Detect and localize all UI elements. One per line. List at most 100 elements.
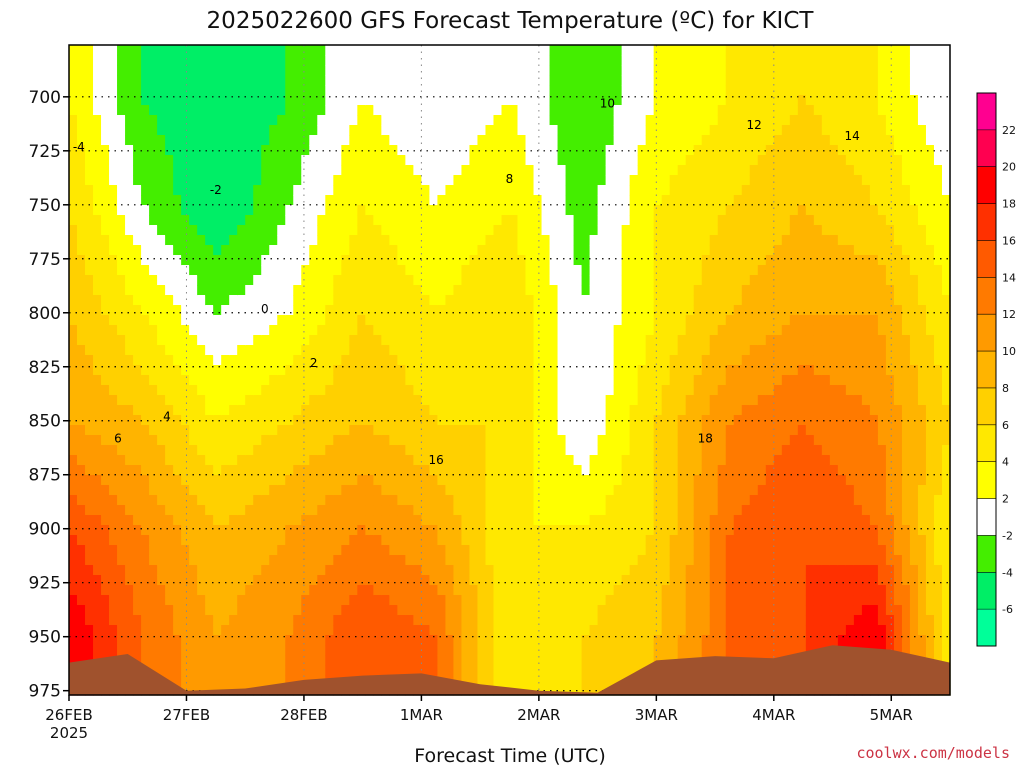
field-cell bbox=[501, 105, 511, 116]
field-cell bbox=[269, 295, 278, 306]
field-cell bbox=[637, 255, 647, 266]
field-cell bbox=[341, 295, 350, 306]
field-cell bbox=[645, 335, 655, 346]
field-cell bbox=[357, 585, 366, 596]
field-cell bbox=[261, 525, 270, 536]
field-cell bbox=[341, 55, 350, 66]
field-cell bbox=[205, 645, 214, 656]
field-cell bbox=[653, 235, 663, 246]
field-cell bbox=[661, 545, 671, 556]
field-cell bbox=[629, 235, 639, 246]
field-cell bbox=[173, 615, 182, 626]
field-cell bbox=[293, 655, 302, 666]
field-cell bbox=[469, 195, 479, 206]
field-cell bbox=[389, 65, 398, 76]
field-cell bbox=[621, 555, 631, 566]
field-cell bbox=[253, 615, 262, 626]
field-cell bbox=[101, 635, 110, 646]
field-cell bbox=[253, 125, 262, 136]
field-cell bbox=[173, 475, 182, 486]
field-cell bbox=[245, 485, 254, 496]
field-cell bbox=[157, 225, 166, 236]
field-cell bbox=[285, 605, 294, 616]
field-cell bbox=[285, 345, 294, 356]
field-cell bbox=[93, 515, 102, 526]
field-cell bbox=[301, 355, 310, 366]
field-cell bbox=[485, 435, 495, 446]
field-cell bbox=[109, 155, 118, 166]
field-cell bbox=[677, 505, 687, 516]
field-cell bbox=[213, 175, 222, 186]
field-cell bbox=[277, 575, 286, 586]
field-cell bbox=[261, 505, 270, 516]
field-cell bbox=[117, 295, 126, 306]
field-cell bbox=[669, 135, 679, 146]
field-cell bbox=[573, 295, 583, 306]
field-cell bbox=[293, 315, 302, 326]
field-cell bbox=[517, 205, 527, 216]
field-cell bbox=[581, 395, 591, 406]
field-cell bbox=[165, 395, 174, 406]
field-cell bbox=[589, 345, 599, 356]
field-cell bbox=[357, 395, 366, 406]
field-cell bbox=[381, 555, 390, 566]
field-cell bbox=[141, 445, 150, 456]
field-cell bbox=[165, 505, 174, 516]
field-cell bbox=[613, 565, 623, 576]
field-cell bbox=[525, 295, 535, 306]
field-cell bbox=[269, 625, 278, 636]
field-cell bbox=[309, 245, 318, 256]
field-cell bbox=[501, 95, 511, 106]
field-cell bbox=[485, 205, 495, 216]
field-cell bbox=[253, 665, 262, 676]
field-cell bbox=[501, 365, 511, 376]
field-cell bbox=[173, 345, 182, 356]
field-cell bbox=[621, 185, 631, 196]
field-cell bbox=[325, 335, 334, 346]
field-cell bbox=[453, 505, 463, 516]
field-cell bbox=[181, 115, 190, 126]
field-cell bbox=[573, 485, 583, 496]
field-cell bbox=[205, 515, 214, 526]
field-cell bbox=[581, 275, 591, 286]
field-cell bbox=[173, 325, 182, 336]
field-cell bbox=[317, 125, 326, 136]
field-cell bbox=[597, 295, 607, 306]
field-cell bbox=[117, 265, 126, 276]
field-cell bbox=[373, 245, 382, 256]
field-cell bbox=[141, 575, 150, 586]
field-cell bbox=[85, 395, 94, 406]
field-cell bbox=[445, 615, 455, 626]
field-cell bbox=[661, 455, 671, 466]
field-cell bbox=[133, 265, 142, 276]
field-cell bbox=[229, 55, 238, 66]
field-cell bbox=[357, 75, 366, 86]
field-cell bbox=[557, 555, 567, 566]
field-cell bbox=[645, 75, 655, 86]
field-cell bbox=[509, 575, 519, 586]
field-cell bbox=[581, 255, 591, 266]
field-cell bbox=[613, 485, 623, 496]
field-cell bbox=[189, 385, 198, 396]
field-cell bbox=[557, 185, 567, 196]
field-cell bbox=[405, 545, 414, 556]
field-cell bbox=[677, 605, 687, 616]
field-cell bbox=[589, 205, 599, 216]
field-cell bbox=[357, 65, 366, 76]
field-cell bbox=[365, 165, 374, 176]
field-cell bbox=[581, 525, 591, 536]
field-cell bbox=[589, 655, 599, 666]
field-cell bbox=[661, 475, 671, 486]
field-cell bbox=[277, 625, 286, 636]
field-cell bbox=[117, 395, 126, 406]
field-cell bbox=[525, 455, 535, 466]
field-cell bbox=[93, 125, 102, 136]
field-cell bbox=[389, 215, 398, 226]
field-cell bbox=[461, 135, 471, 146]
field-cell bbox=[181, 185, 190, 196]
field-cell bbox=[613, 475, 623, 486]
field-cell bbox=[653, 55, 663, 66]
field-cell bbox=[173, 445, 182, 456]
field-cell bbox=[405, 405, 414, 416]
field-cell bbox=[381, 315, 390, 326]
